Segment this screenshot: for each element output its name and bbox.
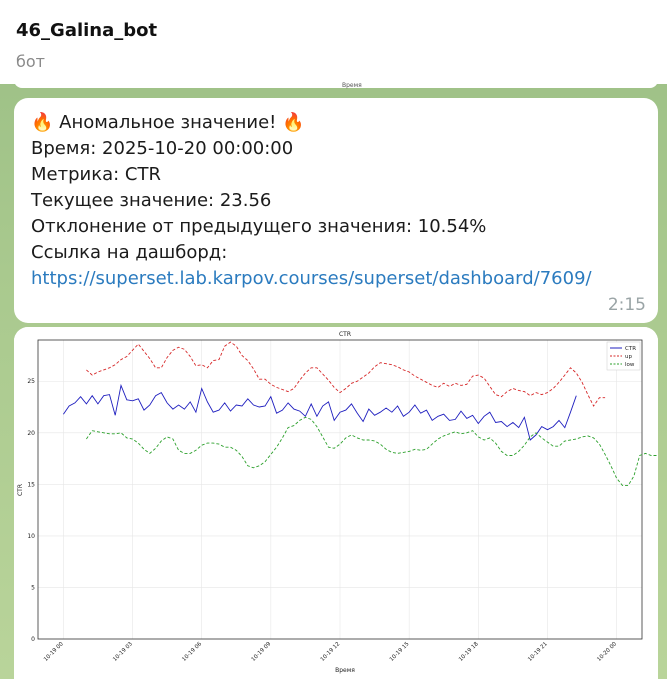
y-tick-label: 20 [27,430,35,437]
legend-box [606,341,641,371]
alert-current-value: Текущее значение: 23.56 [31,190,272,211]
chart-message[interactable]: 0 5 10 15 20 25 10-19 00 10-19 03 10-19 06 10-19… [14,327,658,679]
series-line-low [86,416,657,486]
previous-chart-xlabel: Время [342,82,362,89]
y-tick-label: 5 [31,584,35,591]
alert-title: 🔥 Аномальное значение! 🔥 [31,112,305,133]
chat-title[interactable]: 46_Galina_bot [16,20,158,41]
legend-label-low: low [625,362,635,368]
chart-legend: CTR up low [606,341,641,371]
y-tick-label: 15 [27,481,35,488]
alert-dashboard-label: Ссылка на дашборд: [31,242,228,263]
previous-message-tail: Время [14,80,658,89]
alert-time: Время: 2025-10-20 00:00:00 [31,138,294,159]
alert-deviation: Отклонение от предыдущего значения: 10.5… [31,216,487,237]
series-line-ctr [63,383,577,441]
chat-subtitle: бот [16,52,45,71]
y-tick-label: 10 [27,533,35,540]
alert-metric: Метрика: CTR [31,164,161,185]
chat-header: 46_Galina_bot бот [0,0,667,84]
chart-title: CTR [339,331,351,338]
alert-message-bubble: 🔥 Аномальное значение! 🔥 Время: 2025-10-… [14,98,658,323]
legend-label-up: up [625,354,632,360]
y-tick-label: 0 [31,636,35,643]
chart-xlabel: Время [335,667,355,674]
series-line-up [86,341,606,407]
message-time: 2:15 [607,295,646,315]
y-tick-label: 25 [27,378,35,385]
dashboard-link[interactable]: https://superset.lab.karpov.courses/supe… [31,268,592,289]
legend-label-ctr: CTR [625,346,636,352]
chart-ylabel: CTR [17,484,24,496]
